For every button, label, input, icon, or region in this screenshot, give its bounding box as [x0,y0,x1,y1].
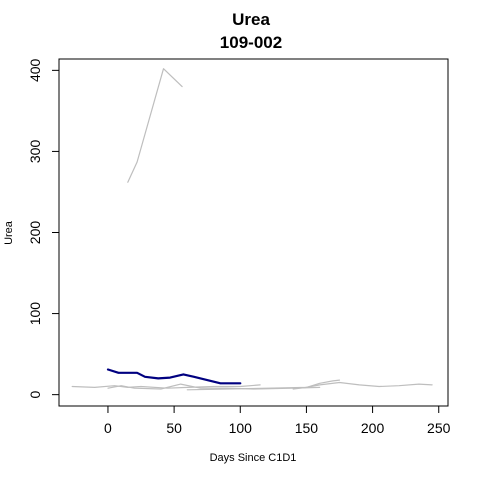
y-tick-label-0: 0 [27,391,43,399]
chart-subtitle: 109-002 [220,33,282,52]
x-axis: 0 50 100 150 200 250 [104,406,451,436]
series-line-1 [127,68,183,183]
x-tick-label-5: 250 [427,420,451,436]
y-tick-label-1: 100 [27,302,43,326]
series-line-5 [292,379,341,390]
y-tick-label-3: 300 [27,140,43,164]
chart-title: Urea [232,10,270,29]
y-tick-label-2: 200 [27,221,43,245]
plot-frame [58,58,449,407]
x-tick-label-2: 100 [229,420,253,436]
x-axis-label: Days Since C1D1 [210,452,297,464]
y-axis: 0 100 200 300 400 [27,58,59,399]
x-tick-label-4: 200 [361,420,385,436]
series-line-highlight-6 [106,368,242,385]
y-axis-label: Urea [3,220,15,245]
series-line-4 [186,381,433,391]
series-layer [71,68,433,391]
x-tick-label-0: 0 [104,420,112,436]
y-tick-label-4: 400 [27,58,43,82]
x-tick-label-3: 150 [295,420,319,436]
series-line-2 [71,384,261,389]
x-tick-label-1: 50 [166,420,182,436]
